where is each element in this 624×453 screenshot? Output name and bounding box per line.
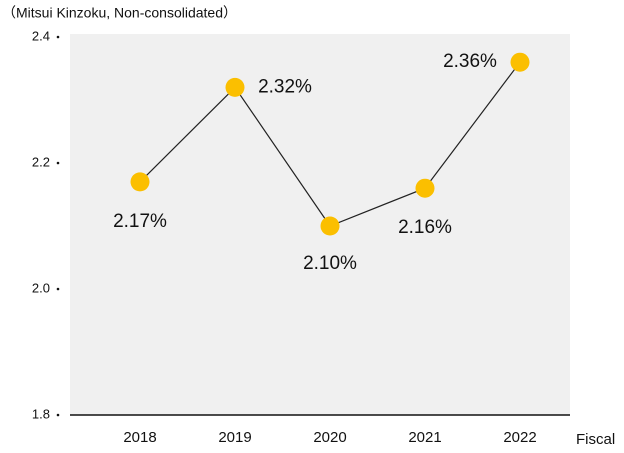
chart-subtitle: （Mitsui Kinzoku, Non-consolidated）: [2, 5, 237, 21]
x-tick-label: 2019: [218, 429, 251, 446]
y-tick-mark: [56, 161, 60, 165]
x-axis-label: Fiscal: [576, 431, 615, 448]
data-point: [225, 77, 245, 97]
data-point: [320, 216, 340, 236]
data-point: [510, 52, 530, 72]
x-tick-label: 2021: [408, 429, 441, 446]
plot-area: [70, 34, 570, 415]
data-point: [130, 172, 150, 192]
y-tick-mark: [56, 35, 60, 39]
data-label: 2.32%: [258, 76, 312, 97]
x-tick-label: 2020: [313, 429, 346, 446]
y-tick-label: 2.2: [32, 154, 50, 169]
data-point: [415, 178, 435, 198]
y-tick-mark: [56, 413, 60, 417]
y-tick-label: 2.0: [32, 280, 50, 295]
y-tick-label: 1.8: [32, 406, 50, 421]
data-label: 2.36%: [443, 51, 497, 72]
x-tick-label: 2018: [123, 429, 156, 446]
data-label: 2.17%: [113, 211, 167, 232]
x-tick-label: 2022: [503, 429, 536, 446]
data-label: 2.16%: [398, 217, 452, 238]
y-tick-label: 2.4: [32, 28, 50, 43]
data-label: 2.10%: [303, 253, 357, 274]
y-tick-mark: [56, 287, 60, 291]
